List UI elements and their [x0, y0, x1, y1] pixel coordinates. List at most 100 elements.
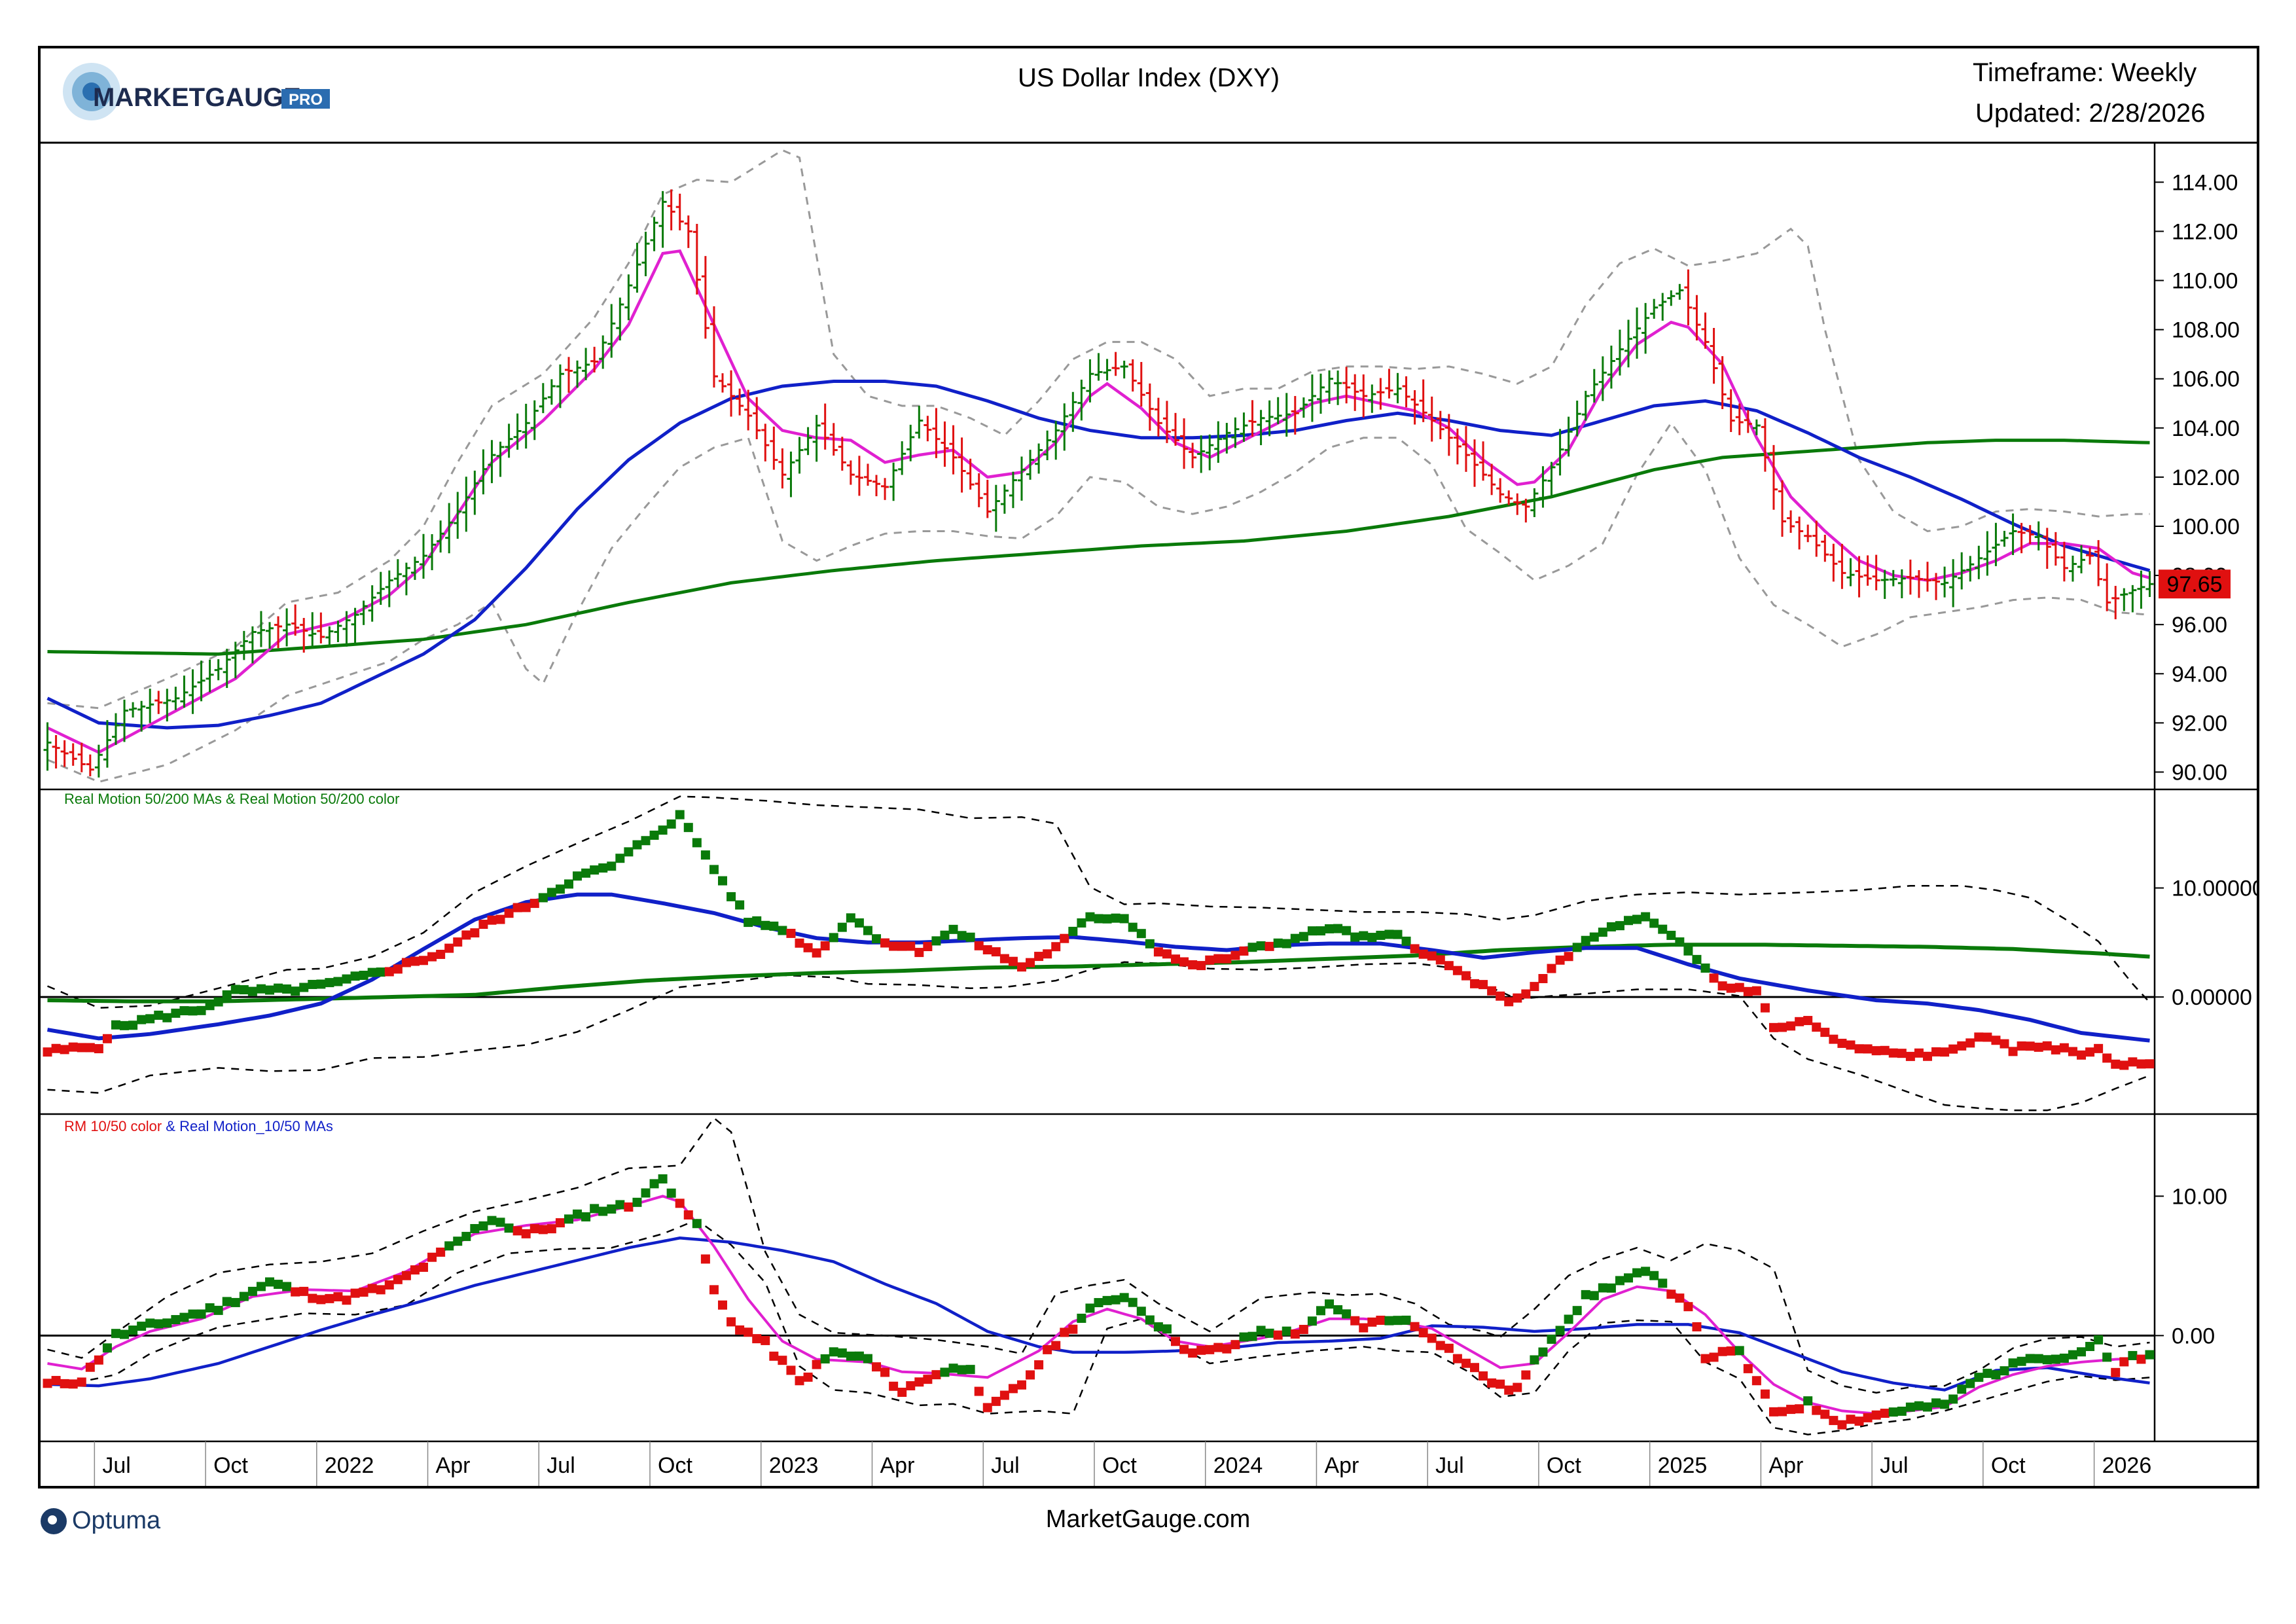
rm50200-point [846, 913, 855, 923]
rm1050-point [897, 1388, 907, 1398]
price-bar [1735, 403, 1744, 435]
rm1050-point [1530, 1355, 1539, 1365]
rm1050-point [2094, 1335, 2104, 1344]
rm50200-point [1051, 942, 1061, 952]
rm50200-point [1940, 1047, 1950, 1057]
price-bar [1359, 374, 1368, 418]
price-bar [505, 424, 513, 458]
price-bar [1590, 369, 1598, 403]
price-bar [1145, 383, 1154, 431]
price-bar [1906, 559, 1914, 595]
price-bar [1316, 373, 1325, 414]
rm1050-point [1171, 1337, 1181, 1346]
x-axis-label: Apr [1768, 1453, 1803, 1478]
rm1050-point [1606, 1283, 1616, 1293]
rm50200-point [171, 1008, 181, 1018]
rm50200-point [1479, 980, 1488, 990]
price-bar [846, 460, 855, 485]
rm1050-point [478, 1221, 488, 1231]
rm1050-point [230, 1297, 240, 1307]
rm50200-point [675, 810, 685, 820]
price-bar [1325, 370, 1334, 404]
rm1050-point [683, 1210, 693, 1220]
price-bar [2060, 541, 2068, 582]
price-bar [675, 193, 684, 230]
price-axis-tick-label: 112.00 [2172, 219, 2238, 244]
rm1050-point [991, 1396, 1001, 1406]
price-bar [1172, 412, 1180, 446]
price-bar [2000, 530, 2009, 547]
rm1050-point [68, 1379, 78, 1389]
rm50200-point [1905, 1051, 1915, 1061]
rm50200-point [1521, 989, 1531, 999]
rm50200-point [1863, 1044, 1873, 1054]
rm50200-point [529, 899, 539, 909]
rm1050-point [2119, 1357, 2129, 1367]
rm1050-point [111, 1329, 120, 1339]
price-bar [69, 743, 77, 766]
x-axis-label: 2023 [769, 1453, 819, 1478]
rm50200-point [222, 990, 232, 1000]
price-axis-tick-label: 94.00 [2172, 662, 2227, 687]
rm1050-point [1547, 1334, 1556, 1344]
rm50200-point [162, 1013, 172, 1022]
rm50200-point [1982, 1032, 1992, 1042]
price-bar [1581, 391, 1590, 421]
rm1050-point [1179, 1344, 1189, 1354]
rm1050-point [521, 1229, 531, 1238]
rm50200-point [700, 850, 710, 860]
price-bar [770, 426, 778, 470]
rm50200-point [1008, 956, 1018, 966]
price-bar [266, 622, 274, 649]
rm50200-point [658, 825, 668, 835]
price-bar [889, 462, 898, 501]
price-bar [1470, 439, 1479, 487]
rm1050-point [60, 1379, 69, 1388]
price-bar [1137, 362, 1145, 407]
price-bar [778, 448, 787, 489]
rm50200-point [410, 956, 420, 966]
price-bar [257, 611, 265, 647]
rm1050-point [914, 1377, 924, 1387]
price-bar [1060, 403, 1069, 451]
rm1050-point [393, 1274, 403, 1284]
rm1050-point [94, 1355, 103, 1365]
rm50200-point [1342, 926, 1352, 935]
rm50200-point [820, 941, 830, 950]
rm1050-point [410, 1265, 420, 1275]
rm50200-point [1914, 1048, 1924, 1058]
rm1050-point [1435, 1341, 1445, 1350]
rm50200-point [60, 1045, 69, 1055]
price-bar [496, 441, 505, 477]
rm50200-point [1145, 939, 1155, 948]
price-bar [334, 621, 342, 642]
rm50200-point [1768, 1022, 1778, 1032]
rm50200-point [598, 863, 608, 873]
rm50200-point [2059, 1043, 2069, 1053]
price-axis-tick-label: 104.00 [2172, 416, 2240, 441]
price-bar [684, 215, 692, 248]
price-bar [1248, 400, 1257, 437]
rm50200-point [709, 865, 719, 875]
price-bar [1402, 376, 1410, 408]
rm1050-point [2077, 1347, 2087, 1357]
rm50200-point [1854, 1044, 1864, 1054]
price-bar [462, 477, 471, 532]
rm50200-point [1496, 991, 1505, 1001]
rm50200-point [1452, 965, 1462, 975]
rm50200-point [1957, 1041, 1967, 1051]
rm1050-point [974, 1386, 984, 1396]
rm50200-point [444, 943, 454, 953]
rm1050-point [1581, 1290, 1590, 1299]
x-axis-label: Jul [1435, 1453, 1463, 1478]
price-bar [2068, 555, 2077, 582]
rm50200-point [1606, 922, 1616, 931]
price-bar [1206, 434, 1214, 471]
price-bar [1880, 569, 1889, 600]
price-bar [52, 734, 60, 768]
rm50200-point [1273, 938, 1283, 948]
rm50200-point [1871, 1046, 1881, 1056]
price-bar [1035, 443, 1043, 474]
rm1050-point [1359, 1323, 1369, 1333]
price-bar [1676, 283, 1684, 300]
